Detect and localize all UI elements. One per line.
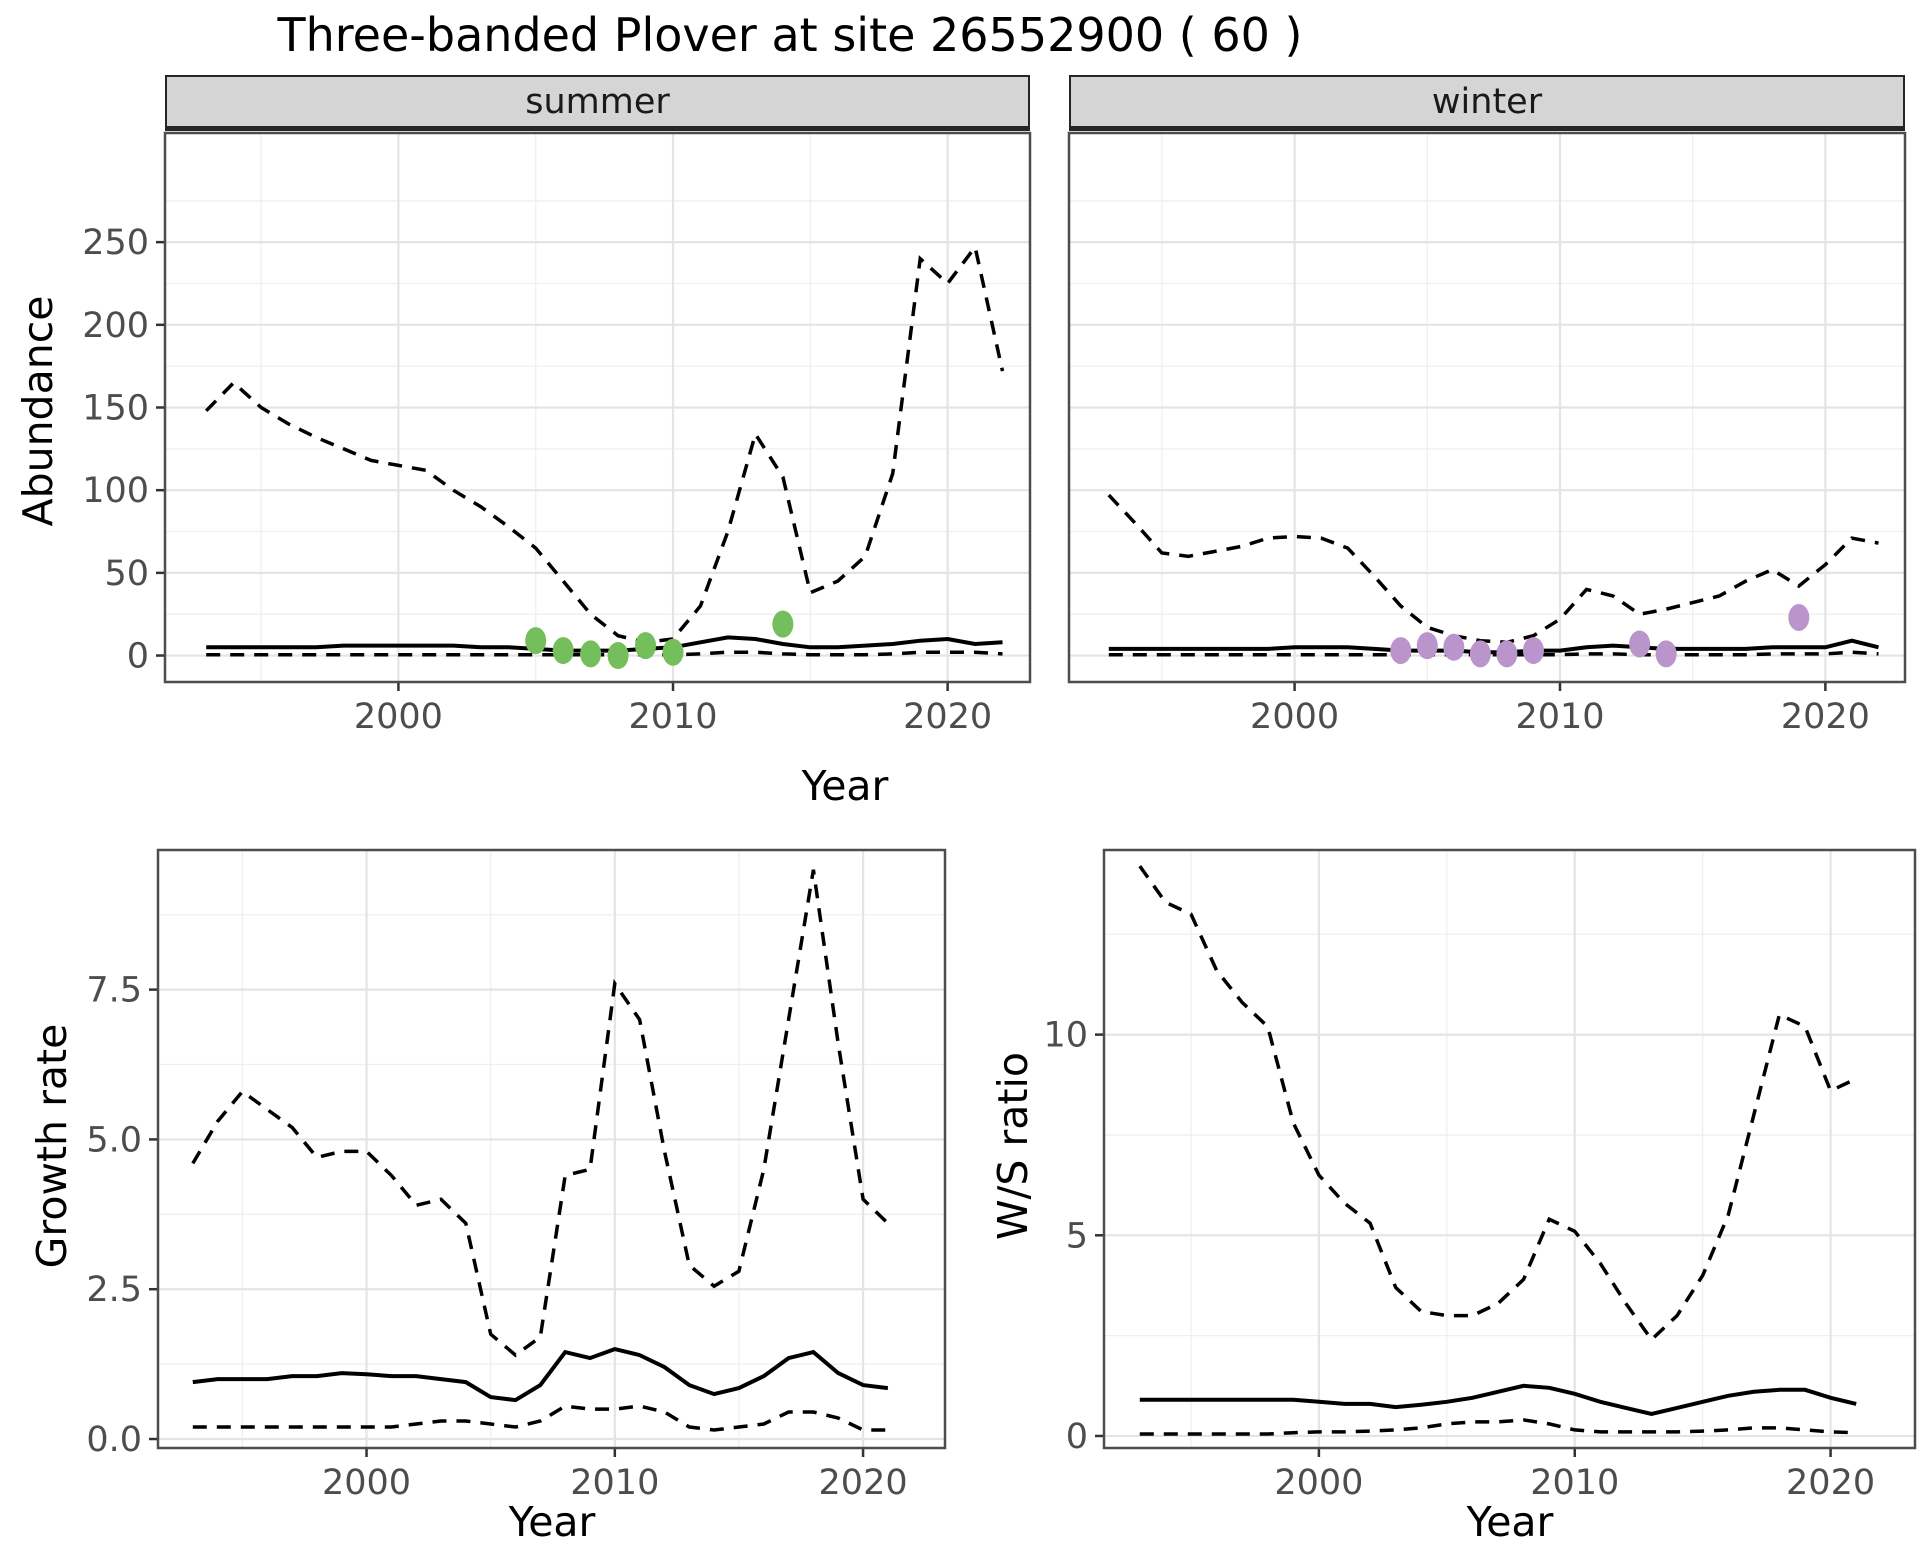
y-tick-label: 200 [82, 306, 149, 346]
data-point-abundance-winter [1655, 640, 1677, 668]
data-point-abundance-winter [1522, 637, 1544, 665]
facet-strip-winter-label: winter [1431, 81, 1543, 122]
y-tick-label: 2.5 [86, 1270, 142, 1310]
chart-title: Three-banded Plover at site 26552900 ( 6… [277, 8, 1303, 62]
series-upper-ci-abundance-summer [204, 243, 1005, 645]
data-point-abundance-summer [525, 627, 547, 655]
y-tick-label: 100 [82, 471, 149, 511]
x-tick-label: 2010 [1530, 1463, 1619, 1503]
series-upper-ci-ws-ratio [1138, 865, 1857, 1343]
data-point-abundance-winter [1390, 637, 1412, 665]
y-tick-label: 5.0 [86, 1120, 142, 1160]
x-axis-title-year-top: Year [801, 762, 889, 810]
series-lower-ci-abundance-summer [206, 650, 1003, 657]
x-tick-label: 2020 [1781, 697, 1870, 737]
x-axis-title-year-bottom-right: Year [1466, 1498, 1554, 1546]
series-median-ws-ratio [1139, 1383, 1857, 1416]
data-point-abundance-summer [580, 640, 602, 668]
x-tick-label: 2000 [322, 1463, 411, 1503]
panel-border-ws-ratio [1102, 848, 1917, 1450]
panel-background-ws-ratio [1104, 850, 1915, 1448]
panel-border-abundance-winter [1067, 131, 1907, 684]
x-tick-label: 2010 [1515, 697, 1604, 737]
x-tick-label: 2000 [1274, 1463, 1363, 1503]
y-tick-label: 50 [104, 554, 149, 594]
panel-background-growth-rate [158, 850, 945, 1448]
data-point-abundance-summer [607, 642, 629, 670]
panel-background-abundance-summer [165, 133, 1030, 682]
data-point-abundance-winter [1443, 633, 1465, 661]
x-tick-label: 2010 [628, 697, 717, 737]
x-tick-label: 2020 [903, 697, 992, 737]
x-tick-label: 2000 [354, 697, 443, 737]
series-lower-ci-abundance-winter [1108, 650, 1879, 657]
y-axis-title-abundance: Abundance [14, 295, 62, 527]
series-upper-ci-growth-rate [191, 869, 890, 1358]
series-median-growth-rate [192, 1347, 889, 1403]
data-point-abundance-summer [552, 637, 574, 665]
panel-border-abundance-summer [163, 131, 1032, 684]
facet-strip-summer: summer [165, 75, 1030, 131]
y-tick-label: 0.0 [86, 1420, 142, 1460]
data-point-abundance-winter [1496, 640, 1518, 668]
y-tick-label: 150 [82, 389, 149, 429]
y-tick-label: 250 [82, 223, 149, 263]
series-median-abundance-summer [206, 635, 1003, 653]
series-lower-ci-growth-rate [192, 1404, 888, 1432]
x-axis-title-year-bottom-left: Year [508, 1498, 596, 1546]
series-median-abundance-winter [1108, 638, 1879, 655]
series-lower-ci-ws-ratio [1139, 1418, 1857, 1436]
y-tick-label: 0 [1066, 1417, 1088, 1457]
data-point-abundance-summer [772, 610, 794, 638]
y-tick-label: 10 [1043, 1016, 1088, 1056]
data-point-abundance-winter [1629, 630, 1651, 658]
data-point-abundance-summer [662, 638, 684, 666]
y-tick-label: 0 [127, 637, 149, 677]
y-tick-label: 5 [1066, 1216, 1088, 1256]
data-point-abundance-summer [635, 632, 657, 660]
facet-strip-winter: winter [1069, 75, 1905, 131]
panel-background-abundance-winter [1069, 133, 1905, 682]
x-tick-label: 2020 [819, 1463, 908, 1503]
facet-strip-summer-label: summer [525, 81, 670, 122]
x-tick-label: 2010 [570, 1463, 659, 1503]
data-point-abundance-winter [1469, 640, 1491, 668]
y-axis-title-growth-rate: Growth rate [28, 1023, 76, 1269]
data-point-abundance-winter [1416, 632, 1438, 660]
y-axis-title-ws-ratio: W/S ratio [989, 1052, 1037, 1240]
y-tick-label: 7.5 [86, 971, 142, 1011]
data-point-abundance-winter [1788, 604, 1810, 632]
x-tick-label: 2000 [1250, 697, 1339, 737]
panel-border-growth-rate [156, 848, 947, 1450]
x-tick-label: 2020 [1786, 1463, 1875, 1503]
series-upper-ci-abundance-winter [1107, 493, 1879, 645]
